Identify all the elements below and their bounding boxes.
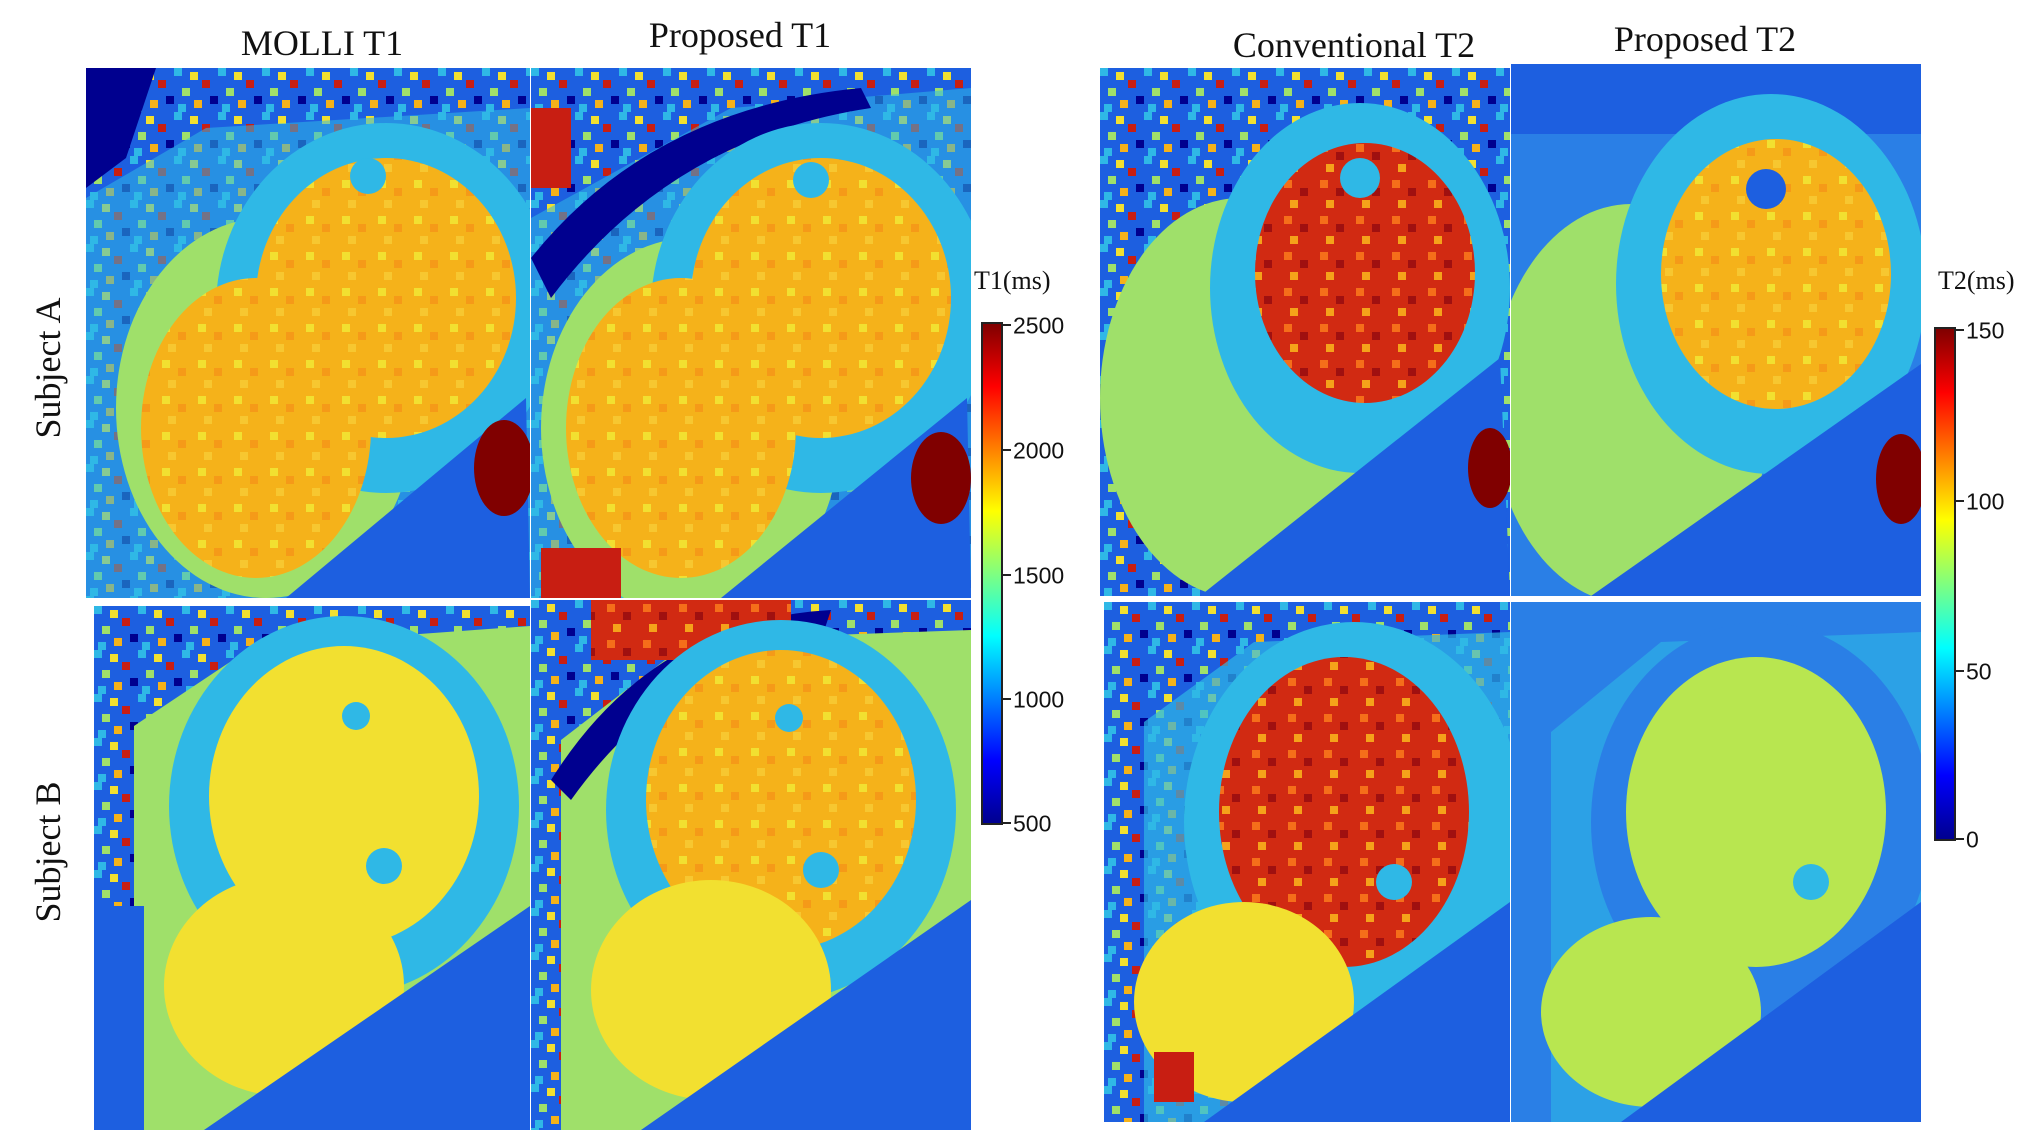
colorbar-t2-tick-100: 100 [1966, 488, 2005, 515]
colorbar-t2 [1934, 327, 1956, 841]
panel-proposed-t1-subject-b [531, 600, 971, 1130]
colorbar-t2-tick-150: 150 [1966, 317, 2005, 344]
panel-molli-t1-subject-b [94, 606, 530, 1130]
colorbar-t1-tick-1500: 1500 [1013, 562, 1065, 589]
row-label-subject-a: Subject A [28, 297, 68, 439]
column-title-molli-t1: MOLLI T1 [240, 23, 404, 63]
column-title-proposed-t2: Proposed T2 [1613, 19, 1797, 59]
colorbar-t1-tick-500: 500 [1013, 810, 1052, 837]
colorbar-t1-title: T1(ms) [974, 266, 1051, 295]
colorbar-t2-tick-50: 50 [1966, 658, 1992, 685]
panel-molli-t1-subject-a [86, 68, 530, 598]
column-title-proposed-t1: Proposed T1 [648, 15, 832, 55]
row-label-subject-b: Subject B [28, 781, 68, 923]
colorbar-t1 [981, 322, 1003, 825]
colorbar-t1-tick-1000: 1000 [1013, 686, 1065, 713]
colorbar-t2-title: T2(ms) [1938, 266, 2015, 295]
panel-conventional-t2-subject-a [1100, 68, 1510, 596]
colorbar-t1-tick-2500: 2500 [1013, 312, 1065, 339]
colorbar-t1-tick-2000: 2000 [1013, 437, 1065, 464]
panel-conventional-t2-subject-b [1104, 602, 1510, 1122]
panel-proposed-t2-subject-b [1511, 602, 1921, 1122]
panel-proposed-t2-subject-a [1511, 64, 1921, 596]
column-title-conventional-t2: Conventional T2 [1232, 25, 1476, 65]
panel-proposed-t1-subject-a [531, 68, 971, 598]
colorbar-t2-tick-0: 0 [1966, 826, 1979, 853]
